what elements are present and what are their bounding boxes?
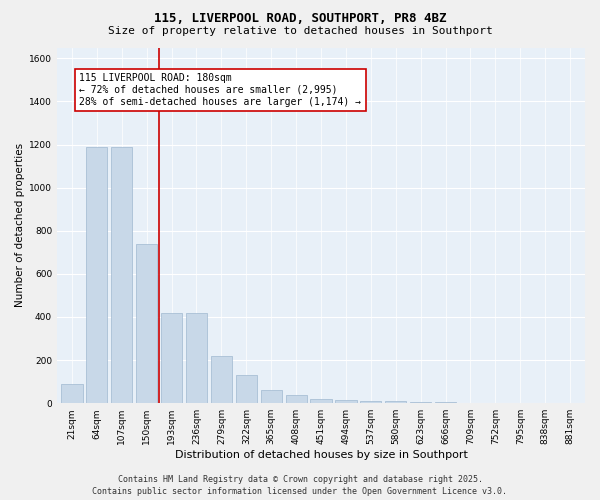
Bar (460, 402, 481, 403)
Text: Contains HM Land Registry data © Crown copyright and database right 2025.
Contai: Contains HM Land Registry data © Crown c… (92, 474, 508, 496)
Bar (385, 402, 406, 403)
Bar (335, 400, 356, 403)
Bar (236, 375, 257, 403)
Bar (310, 399, 332, 403)
Bar (360, 401, 382, 403)
Bar (61, 384, 83, 403)
Text: 115 LIVERPOOL ROAD: 180sqm
← 72% of detached houses are smaller (2,995)
28% of s: 115 LIVERPOOL ROAD: 180sqm ← 72% of deta… (79, 74, 361, 106)
X-axis label: Distribution of detached houses by size in Southport: Distribution of detached houses by size … (175, 450, 467, 460)
Y-axis label: Number of detached properties: Number of detached properties (15, 144, 25, 308)
Bar (186, 312, 207, 403)
Text: 115, LIVERPOOL ROAD, SOUTHPORT, PR8 4BZ: 115, LIVERPOOL ROAD, SOUTHPORT, PR8 4BZ (154, 12, 446, 26)
Bar (410, 402, 431, 403)
Bar (86, 146, 107, 403)
Bar (260, 390, 282, 403)
Bar (136, 244, 157, 403)
Text: Size of property relative to detached houses in Southport: Size of property relative to detached ho… (107, 26, 493, 36)
Bar (286, 394, 307, 403)
Bar (485, 402, 506, 403)
Bar (111, 146, 133, 403)
Bar (161, 312, 182, 403)
Bar (435, 402, 456, 403)
Bar (211, 356, 232, 403)
